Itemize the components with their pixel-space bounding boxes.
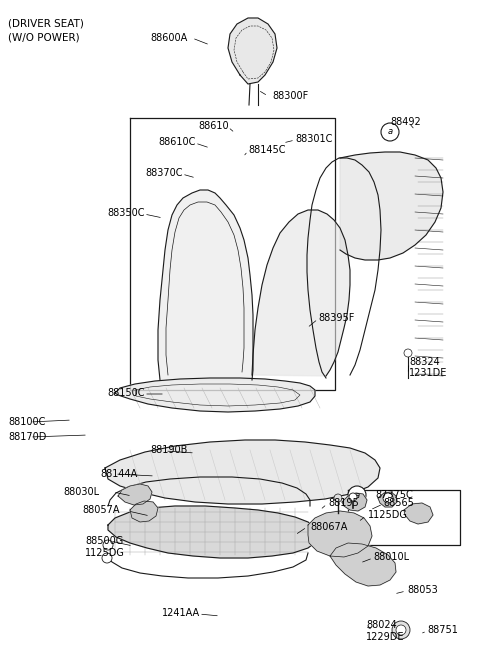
Polygon shape <box>404 503 433 524</box>
Text: 88751: 88751 <box>427 625 458 635</box>
Text: 1231DE: 1231DE <box>409 368 447 378</box>
Polygon shape <box>130 501 158 522</box>
Polygon shape <box>108 506 318 558</box>
Text: a: a <box>387 128 393 136</box>
Text: 88030L: 88030L <box>64 487 100 497</box>
Text: 88395F: 88395F <box>318 313 354 323</box>
Circle shape <box>349 493 357 501</box>
Circle shape <box>348 486 366 504</box>
Text: 88324: 88324 <box>409 357 440 367</box>
Polygon shape <box>342 493 367 511</box>
Text: 88067A: 88067A <box>310 522 348 532</box>
Text: 88190B: 88190B <box>150 445 187 455</box>
Text: 88301C: 88301C <box>295 134 332 144</box>
Text: 87375C: 87375C <box>375 490 413 500</box>
Text: 88565: 88565 <box>383 498 414 508</box>
Polygon shape <box>228 18 277 84</box>
Text: 88145C: 88145C <box>248 145 286 155</box>
Text: 88350C: 88350C <box>108 208 145 218</box>
Text: 88150C: 88150C <box>108 388 145 398</box>
Polygon shape <box>158 190 253 380</box>
Polygon shape <box>340 152 443 260</box>
Circle shape <box>396 625 406 635</box>
Text: 88195: 88195 <box>328 498 359 508</box>
Text: 88144A: 88144A <box>100 469 137 479</box>
Text: 88300F: 88300F <box>272 91 308 101</box>
Circle shape <box>102 553 112 563</box>
Text: 88370C: 88370C <box>145 168 183 178</box>
Circle shape <box>334 494 342 502</box>
Text: 88053: 88053 <box>407 585 438 595</box>
Text: 88010L: 88010L <box>373 552 409 562</box>
Text: 88057A: 88057A <box>83 505 120 515</box>
Text: 1229DE: 1229DE <box>366 632 405 642</box>
Text: 88610C: 88610C <box>158 137 196 147</box>
Text: 88492: 88492 <box>390 117 421 127</box>
Text: 1125DG: 1125DG <box>368 510 408 520</box>
Text: a: a <box>354 490 360 500</box>
Text: 88500G: 88500G <box>85 536 123 546</box>
Circle shape <box>404 349 412 357</box>
Circle shape <box>383 493 393 503</box>
Polygon shape <box>308 511 372 557</box>
Text: 1241AA: 1241AA <box>162 608 200 618</box>
Polygon shape <box>105 440 380 504</box>
Circle shape <box>392 621 410 639</box>
Text: 88024: 88024 <box>366 620 397 630</box>
Text: 88610: 88610 <box>198 121 229 131</box>
Polygon shape <box>252 210 350 376</box>
Circle shape <box>381 123 399 141</box>
Text: (DRIVER SEAT)
(W/O POWER): (DRIVER SEAT) (W/O POWER) <box>8 18 84 42</box>
Polygon shape <box>378 492 397 507</box>
Text: 1125DG: 1125DG <box>85 548 125 558</box>
Text: 88170D: 88170D <box>8 432 47 442</box>
Text: 88100C: 88100C <box>8 417 46 427</box>
Polygon shape <box>118 484 152 505</box>
Polygon shape <box>115 378 315 412</box>
Polygon shape <box>330 543 396 586</box>
Circle shape <box>103 540 113 550</box>
Text: 88600A: 88600A <box>151 33 188 43</box>
